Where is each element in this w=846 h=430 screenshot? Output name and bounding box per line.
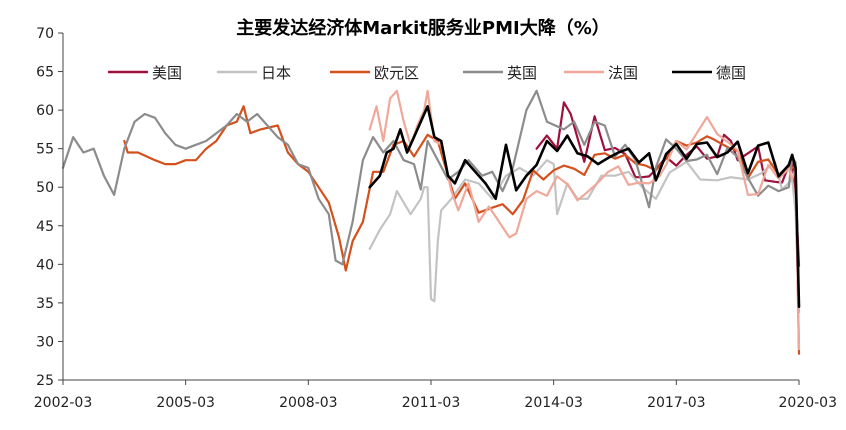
series-line-5 <box>368 89 801 351</box>
series-layer <box>61 89 801 355</box>
legend-label: 美国 <box>152 64 182 82</box>
legend-label: 法国 <box>608 64 638 82</box>
y-tick-label: 70 <box>36 26 54 42</box>
x-tick-label: 2020-03 <box>779 395 838 411</box>
y-tick-label: 55 <box>36 142 54 158</box>
x-tick-label: 2014-03 <box>524 395 583 411</box>
chart-title: 主要发达经济体Markit服务业PMI大降（%） <box>236 17 610 39</box>
y-tick-label: 25 <box>36 373 54 389</box>
y-tick-label: 30 <box>36 334 54 350</box>
series-line-6 <box>368 105 801 308</box>
legend-label: 欧元区 <box>374 64 419 82</box>
y-tick-label: 45 <box>36 219 54 235</box>
x-tick-label: 2017-03 <box>647 395 706 411</box>
x-tick-label: 2011-03 <box>402 395 461 411</box>
y-tick-label: 50 <box>36 180 54 196</box>
legend-label: 英国 <box>507 64 537 82</box>
legend-label: 德国 <box>716 64 746 82</box>
y-tick-label: 65 <box>36 65 54 81</box>
x-tick-label: 2008-03 <box>279 395 338 411</box>
y-tick-label: 60 <box>36 103 54 119</box>
series-line-2 <box>368 159 801 314</box>
axes: 25 30 35 40 45 50 55 60 65 70 2002-03 2005-03 2008-0… <box>34 26 837 411</box>
series-line-4 <box>61 89 801 308</box>
legend: 美国 日本 欧元区 英国 法国 德国 <box>108 64 746 82</box>
x-tick-label: 2005-03 <box>156 395 215 411</box>
x-tick-label: 2002-03 <box>34 395 93 411</box>
series-line-1 <box>535 101 801 267</box>
legend-label: 日本 <box>261 64 291 82</box>
y-tick-label: 35 <box>36 296 54 312</box>
y-tick-label: 40 <box>36 257 54 273</box>
